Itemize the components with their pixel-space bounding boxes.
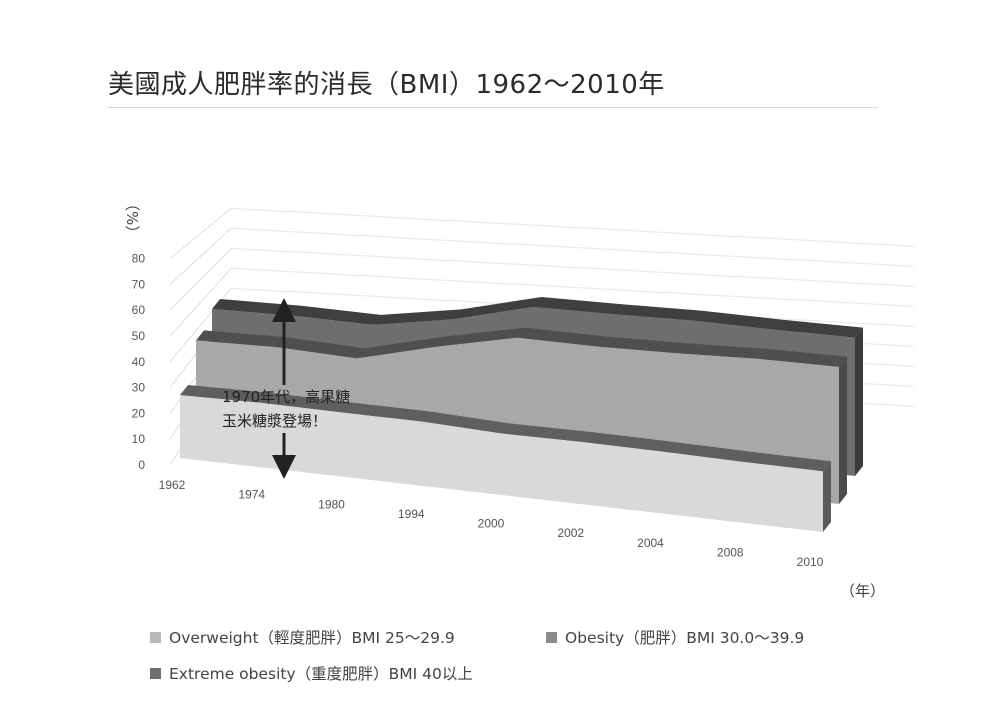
x-tick-label: 2004 — [637, 536, 664, 550]
gridline-back — [231, 247, 915, 287]
series-side-edge — [855, 327, 863, 476]
y-axis-unit-label: （%） — [123, 196, 141, 240]
x-tick-label: 1980 — [318, 497, 345, 511]
y-tick-label: 30 — [132, 381, 146, 395]
series-top-edge — [180, 385, 831, 472]
legend-label-extreme-obesity: Extreme obesity（重度肥胖）BMI 40以上 — [169, 665, 473, 683]
legend-swatch-obesity — [546, 631, 557, 643]
gridline-back — [231, 227, 915, 267]
gridline-side — [169, 228, 232, 285]
x-tick-label: 2000 — [478, 517, 505, 531]
series-0 — [180, 385, 831, 532]
gridline-side — [169, 268, 232, 337]
series-side-edge — [839, 356, 847, 504]
gridline-side — [169, 248, 232, 311]
y-tick-label: 10 — [132, 432, 146, 446]
page-title: 美國成人肥胖率的消長（BMI）1962～2010年 — [108, 70, 665, 100]
legend-item-overweight: Overweight（輕度肥胖）BMI 25～29.9 — [150, 626, 455, 648]
x-tick-label: 2002 — [557, 526, 584, 540]
y-tick-label: 20 — [132, 406, 146, 420]
series-layer — [180, 297, 863, 532]
series-face — [180, 395, 823, 532]
y-tick-label: 80 — [132, 252, 146, 266]
series-side-edge — [823, 461, 831, 532]
x-tick-label: 2010 — [797, 555, 824, 569]
annotation-line-1: 1970年代，高果糖 — [222, 388, 350, 406]
annotation-line-2: 玉米糖漿登場！ — [222, 412, 327, 430]
legend-label-overweight: Overweight（輕度肥胖）BMI 25～29.9 — [169, 629, 455, 647]
x-tick-label: 1994 — [398, 507, 425, 521]
y-tick-label: 70 — [132, 277, 146, 291]
y-tick-label: 60 — [132, 303, 146, 317]
series-top-edge — [212, 297, 863, 338]
legend-swatch-extreme-obesity — [150, 667, 161, 679]
annotation-group: 1970年代，高果糖 玉米糖漿登場！ — [222, 298, 350, 479]
title-divider — [108, 107, 878, 108]
series-top-edge — [196, 327, 847, 367]
legend-item-obesity: Obesity（肥胖）BMI 30.0～39.9 — [546, 626, 804, 648]
x-axis-unit-label: （年） — [840, 582, 885, 600]
legend-label-obesity: Obesity（肥胖）BMI 30.0～39.9 — [565, 629, 805, 647]
x-tick-label: 1974 — [238, 488, 265, 502]
y-tick-label: 0 — [138, 458, 145, 472]
area-chart-3d: 0 10 20 30 40 50 60 70 80 1962 1974 1980 1994 2000 20… — [123, 196, 915, 600]
x-tick-label: 1962 — [159, 478, 186, 492]
gridline-side — [169, 208, 232, 259]
legend-swatch-overweight — [150, 631, 161, 643]
gridline-back — [231, 207, 915, 247]
legend-item-extreme-obesity: Extreme obesity（重度肥胖）BMI 40以上 — [150, 662, 473, 684]
x-axis-ticks: 1962 1974 1980 1994 2000 2002 2004 2008 2010 — [159, 478, 824, 569]
gridline-back — [231, 267, 915, 307]
y-tick-label: 40 — [132, 355, 146, 369]
y-tick-label: 50 — [132, 329, 146, 343]
x-tick-label: 2008 — [717, 545, 744, 559]
y-axis-ticks: 0 10 20 30 40 50 60 70 80 — [132, 252, 146, 472]
